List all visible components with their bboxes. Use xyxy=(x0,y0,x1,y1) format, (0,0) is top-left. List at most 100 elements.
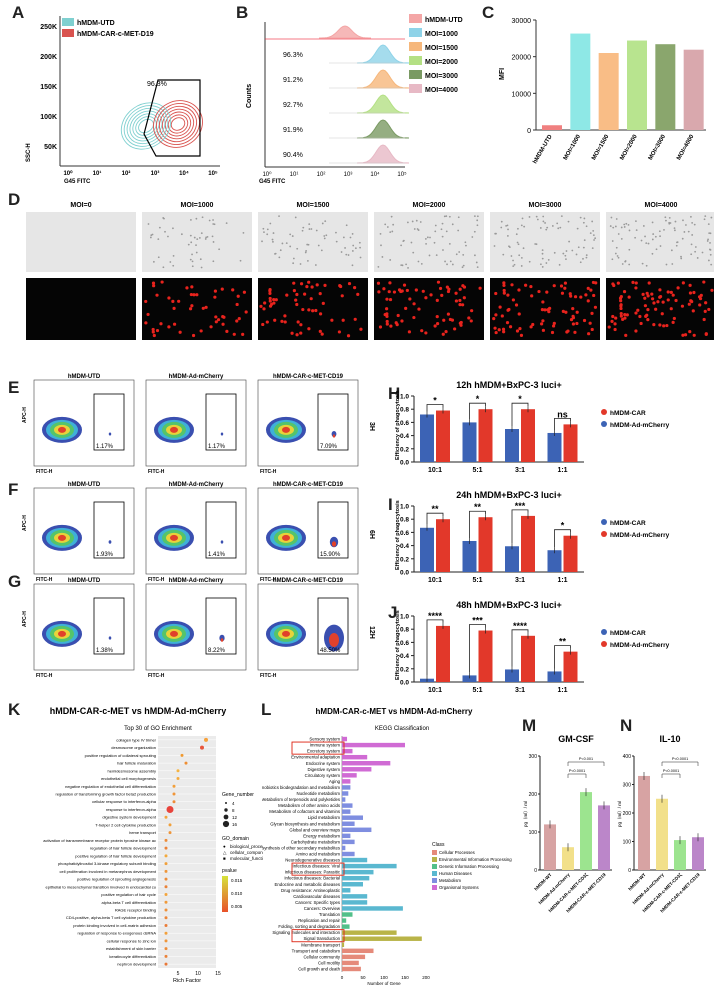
y-axis-label: APC-H xyxy=(22,407,28,423)
red-cell xyxy=(502,281,506,285)
cell xyxy=(687,230,690,233)
red-cell xyxy=(575,310,579,314)
red-cell xyxy=(586,286,590,290)
red-cell xyxy=(283,320,287,324)
red-cell xyxy=(529,325,533,329)
red-cell xyxy=(315,283,319,287)
legend-label: Human Diseases xyxy=(439,871,472,876)
cell xyxy=(500,226,503,229)
cell xyxy=(476,224,479,227)
red-cell xyxy=(707,307,711,312)
red-cell xyxy=(436,280,441,284)
red-cell xyxy=(470,309,474,313)
pvalue-colorbar xyxy=(222,876,228,912)
cell xyxy=(425,242,427,245)
red-cell xyxy=(519,333,524,337)
significance-bracket xyxy=(554,529,571,548)
legend-label: Cellular Processes xyxy=(439,850,475,855)
cell xyxy=(335,240,338,243)
red-cell xyxy=(552,284,556,288)
cell xyxy=(651,238,654,241)
red-cell xyxy=(492,317,496,321)
gate xyxy=(93,393,125,451)
red-cell xyxy=(502,288,506,293)
red-cell xyxy=(433,324,437,328)
red-cell xyxy=(613,327,617,332)
y-axis-label: MFI xyxy=(499,68,506,80)
cell xyxy=(500,220,503,223)
x-tick-label: MOI=1500 xyxy=(591,133,611,161)
term-label: Amino acid metabolism xyxy=(296,852,341,857)
red-cell xyxy=(497,328,501,332)
cell xyxy=(558,263,561,266)
red-cell xyxy=(550,330,555,335)
y-axis-label: Efficiency of phagocytosis xyxy=(395,610,401,680)
data-point xyxy=(164,954,168,958)
cell xyxy=(528,260,531,263)
cell xyxy=(624,260,627,263)
x-tick-label: 10:1 xyxy=(428,467,442,474)
cell xyxy=(299,263,302,265)
chart-title: GM-CSF xyxy=(558,734,594,744)
red-cell xyxy=(388,297,393,302)
cell xyxy=(172,254,175,257)
bar xyxy=(342,767,372,772)
red-cell xyxy=(412,315,416,320)
bar xyxy=(342,869,374,875)
legend-marker xyxy=(601,641,607,647)
y-tick-label: 200K xyxy=(40,54,57,61)
red-cell xyxy=(378,325,383,329)
cell xyxy=(449,260,452,263)
cell xyxy=(411,220,414,223)
cell xyxy=(520,265,523,267)
histogram-peak xyxy=(356,69,410,89)
red-cell xyxy=(346,334,351,338)
gated-population xyxy=(108,432,112,436)
y-tick-label: 0.2 xyxy=(400,666,409,673)
red-cell xyxy=(201,306,205,310)
significance-label: *** xyxy=(515,501,526,511)
cell xyxy=(212,223,215,225)
cell xyxy=(614,252,617,255)
red-cell xyxy=(435,315,439,319)
red-cell xyxy=(323,283,327,287)
cell xyxy=(218,248,221,251)
term-label: Lipid metabolism xyxy=(308,815,341,820)
cell xyxy=(710,216,713,219)
red-cell xyxy=(382,287,386,291)
data-point xyxy=(164,854,168,858)
cell xyxy=(690,253,693,256)
red-cell xyxy=(671,320,675,325)
legend-swatch xyxy=(409,42,422,51)
pvalue-label: P<0.0001 xyxy=(663,769,679,773)
cell xyxy=(683,231,686,233)
cell xyxy=(673,227,676,229)
domain-label: biological_process xyxy=(230,844,263,849)
chart-title: hMDM-CAR-c-MET vs hMDM-Ad-mCherry xyxy=(50,706,227,716)
x-tick-label: 10⁰ xyxy=(262,171,272,178)
panel-label-N: N xyxy=(620,716,633,735)
brightfield-image xyxy=(258,212,368,272)
gate-percent: 48.50% xyxy=(320,648,341,654)
data-point xyxy=(200,745,204,750)
cell xyxy=(645,264,648,267)
x-axis-label: FITC-H xyxy=(260,469,277,475)
cell xyxy=(594,237,597,240)
red-cell xyxy=(672,316,676,321)
red-cell xyxy=(321,301,325,305)
bar xyxy=(342,875,370,881)
x-axis-label: G45 FITC xyxy=(64,179,91,185)
cell xyxy=(351,233,354,235)
panel-label-H: H xyxy=(388,384,401,403)
column-label: MOI=0 xyxy=(70,202,91,209)
cell xyxy=(289,245,292,248)
red-cell xyxy=(563,286,567,290)
red-cell xyxy=(537,289,541,294)
cell xyxy=(652,233,655,235)
bar xyxy=(342,754,368,760)
time-label: 6H xyxy=(368,530,375,539)
cell xyxy=(274,252,277,255)
chart-title: 12h hMDM+BxPC-3 luci+ xyxy=(456,380,562,390)
x-axis-label: G45 FITC xyxy=(259,179,286,185)
gate-percent: 1.93% xyxy=(96,552,114,558)
